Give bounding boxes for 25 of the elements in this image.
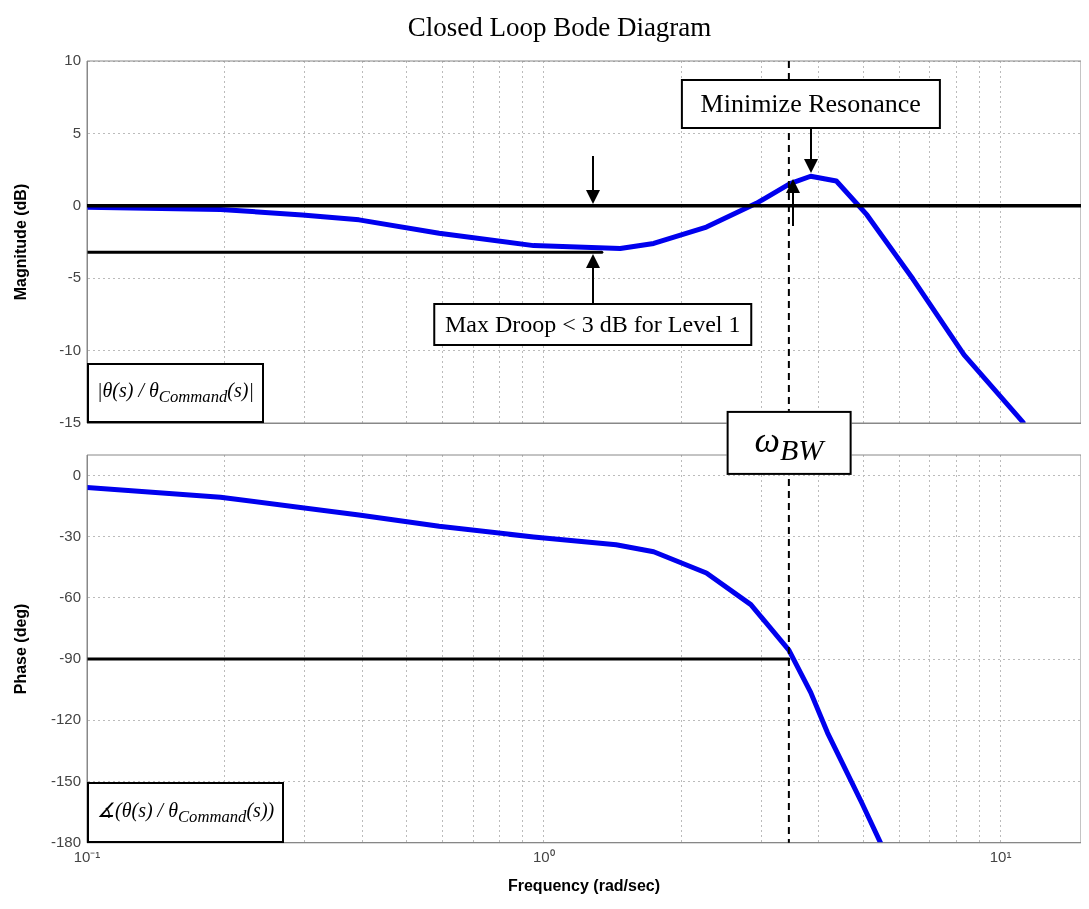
x-tick-label: 10¹ — [989, 847, 1012, 865]
y-tick-label: -60 — [59, 588, 81, 606]
y-tick-label: -150 — [50, 771, 81, 789]
x-tick-label: 10⁰ — [532, 847, 555, 865]
x-tick-label: 10⁻¹ — [73, 847, 101, 865]
y-tick-label: 10 — [64, 51, 81, 69]
y-axis-title: Magnitude (dB) — [12, 183, 30, 301]
y-tick-label: -90 — [59, 649, 81, 667]
x-axis-title: Frequency (rad/sec) — [507, 876, 661, 894]
y-tick-label: -30 — [59, 526, 81, 544]
annotation: ω$_{BW}$ — [726, 410, 852, 476]
y-tick-label: -5 — [67, 268, 81, 286]
y-tick-label: -180 — [50, 832, 81, 850]
annotation: Max Droop < 3 dB for Level 1 — [433, 303, 753, 347]
y-tick-label: -10 — [59, 340, 81, 358]
y-tick-label: -120 — [50, 710, 81, 728]
y-tick-label: -15 — [59, 413, 81, 431]
y-tick-label: 0 — [72, 465, 81, 483]
y-tick-label: 5 — [72, 123, 81, 141]
annotation: ∡(θ(s) / θ$_{Command}$(s)) — [87, 781, 285, 843]
y-tick-label: 0 — [72, 195, 81, 213]
annotation: Minimize Resonance — [680, 79, 941, 130]
annotation: |θ(s) / θ$_{Command}$(s)| — [87, 363, 264, 423]
chart-title: Closed Loop Bode Diagram — [406, 11, 713, 44]
y-axis-title: Phase (deg) — [12, 603, 30, 695]
